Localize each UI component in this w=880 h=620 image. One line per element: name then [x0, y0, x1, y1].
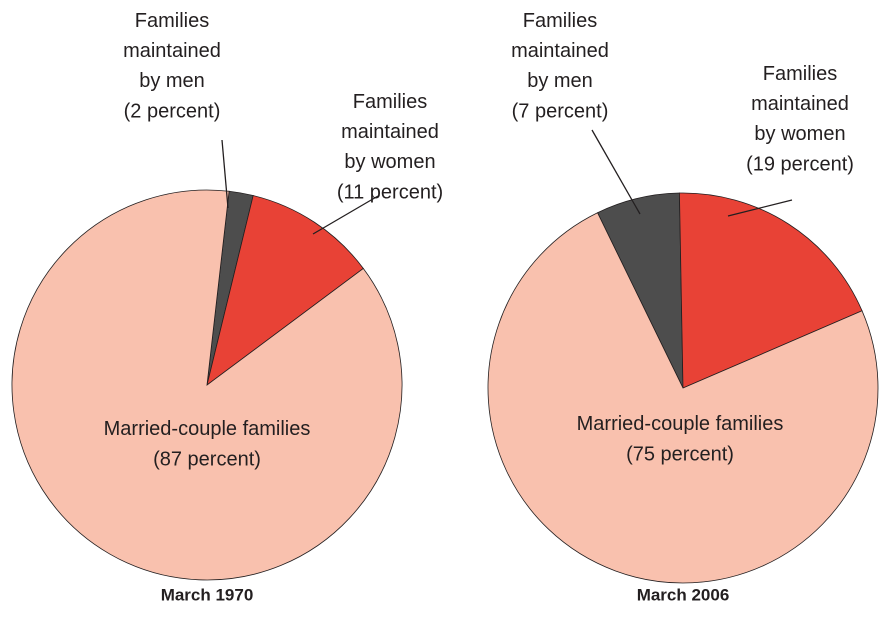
slice-label: Married-couple families — [104, 418, 311, 440]
slice-label: Families maintained by men — [511, 10, 609, 92]
slice-label: Families maintained by men — [123, 10, 221, 92]
leader-line — [591, 129, 641, 215]
pie-slice — [11, 189, 403, 581]
slice-label: Families maintained by women — [341, 91, 439, 173]
pie-slice — [487, 212, 879, 584]
value-label: (2 percent) — [124, 100, 221, 122]
pie-slice — [679, 192, 863, 389]
slice-label: Families maintained by women — [751, 63, 849, 145]
pie-title: March 2006 — [637, 585, 730, 604]
value-label: (75 percent) — [626, 443, 734, 465]
value-label: (7 percent) — [512, 100, 609, 122]
value-label: (19 percent) — [746, 153, 854, 175]
value-label: (87 percent) — [153, 448, 261, 470]
leader-line — [727, 199, 793, 217]
slice-label: Married-couple families — [577, 413, 784, 435]
leader-line — [312, 195, 379, 235]
pie-title: March 1970 — [161, 585, 254, 604]
value-label: (11 percent) — [337, 181, 443, 203]
leader-line — [221, 139, 229, 209]
pie-slice — [206, 195, 364, 386]
